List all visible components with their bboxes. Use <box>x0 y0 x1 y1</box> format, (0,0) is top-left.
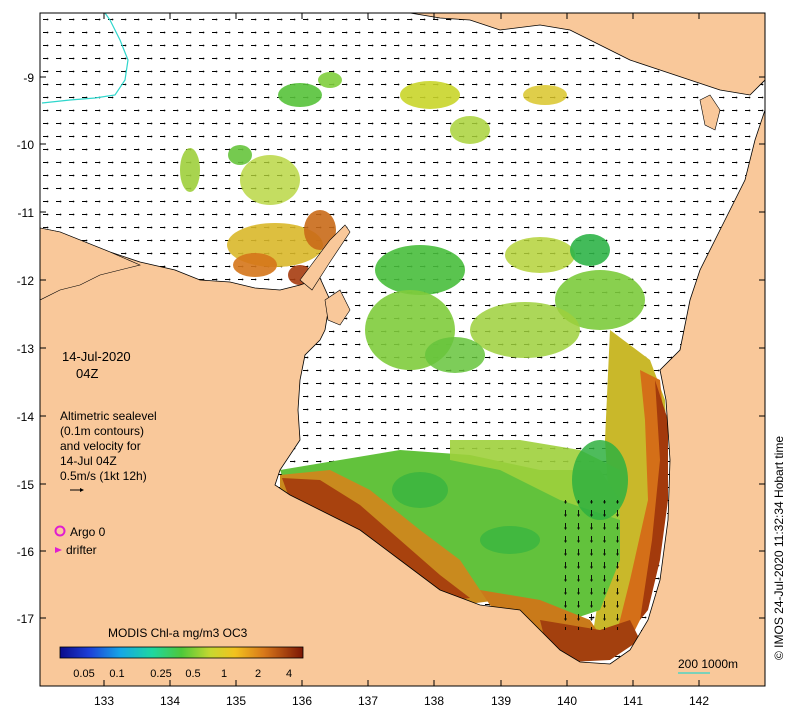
x-tick-label: 138 <box>423 694 445 708</box>
depth-contour <box>41 13 129 104</box>
y-tick-label: -10 <box>16 138 34 152</box>
colorbar-tick: 4 <box>285 668 293 680</box>
map-time: 04Z <box>76 366 99 381</box>
x-tick-label: 140 <box>556 694 578 708</box>
y-tick-label: -13 <box>16 342 34 356</box>
southward-current-arrows <box>560 500 620 630</box>
argo-marker <box>54 525 66 537</box>
depth-scale-label: 200 1000m <box>678 657 739 671</box>
credit-text: © IMOS 24-Jul-2020 11:32:34 Hobart time <box>772 435 786 660</box>
land-mass <box>40 13 765 686</box>
legend-line: 0.5m/s (1kt 12h) <box>60 469 147 483</box>
y-tick-label: -15 <box>16 478 34 492</box>
y-tick-label: -11 <box>17 206 34 220</box>
y-tick-label: -17 <box>16 612 34 626</box>
colorbar-tick: 0.25 <box>150 668 172 680</box>
plot-frame <box>39 12 766 687</box>
x-tick-label: 136 <box>291 694 313 708</box>
colorbar-tick: 1 <box>220 668 228 680</box>
y-tick-label: -9 <box>23 71 34 85</box>
y-tick-label: -14 <box>16 410 34 424</box>
x-tick-label: 141 <box>622 694 644 708</box>
legend-line: and velocity for <box>60 439 141 453</box>
legend-line: Altimetric sealevel <box>60 409 157 423</box>
colorbar-title: MODIS Chl-a mg/m3 OC3 <box>108 626 248 640</box>
x-tick-label: 135 <box>225 694 247 708</box>
map-date: 14-Jul-2020 <box>62 349 131 364</box>
legend-line: 14-Jul 04Z <box>60 454 117 468</box>
colorbar-tick: 0.5 <box>185 668 201 680</box>
legend-line: (0.1m contours) <box>60 424 145 438</box>
colorbar-tick: 0.05 <box>73 668 95 680</box>
drifter-marker <box>55 547 62 553</box>
colorbar-tick: 2 <box>254 668 262 680</box>
y-tick-label: -12 <box>16 274 34 288</box>
x-tick-label: 137 <box>357 694 379 708</box>
x-tick-label: 133 <box>93 694 115 708</box>
axis-ticks <box>40 13 765 686</box>
x-tick-label: 142 <box>688 694 710 708</box>
argo-label: Argo 0 <box>70 525 106 539</box>
colorbar <box>59 646 304 659</box>
x-tick-label: 139 <box>490 694 512 708</box>
x-tick-label: 134 <box>159 694 181 708</box>
colorbar-tick: 0.1 <box>109 668 125 680</box>
y-tick-label: -16 <box>16 545 34 559</box>
drifter-label: drifter <box>66 543 97 557</box>
